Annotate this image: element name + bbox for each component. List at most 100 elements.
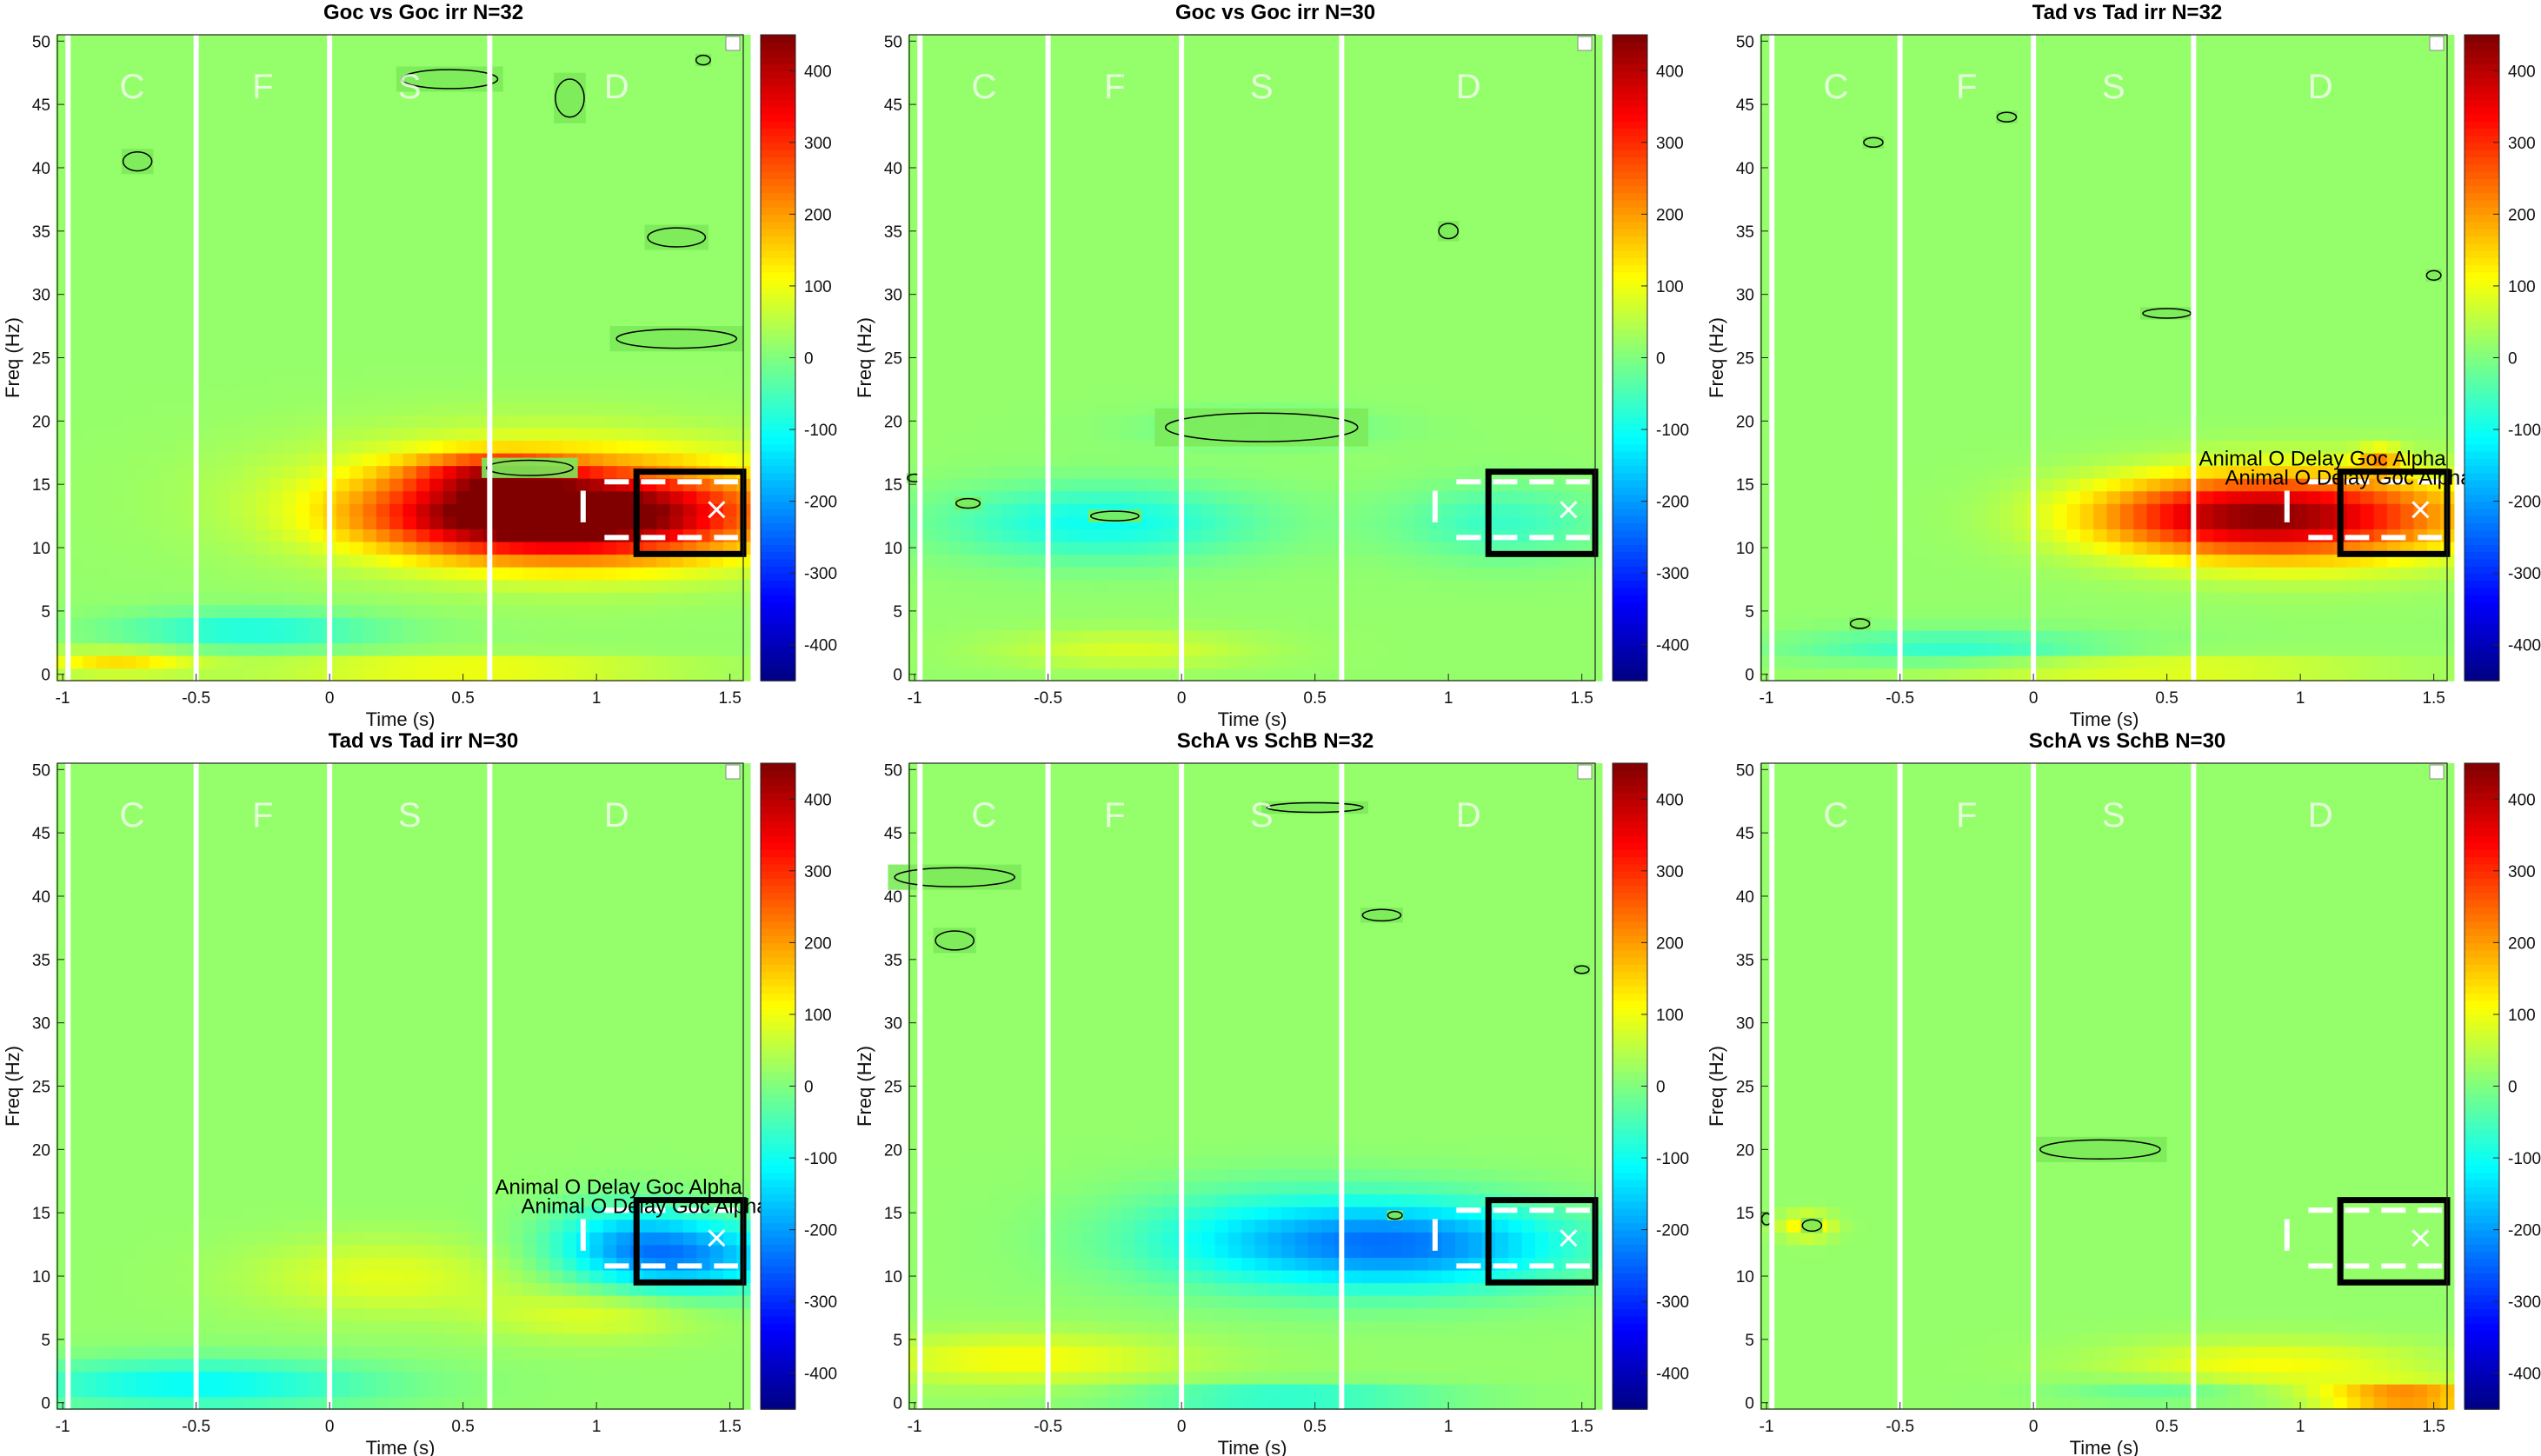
heatmap-cell	[1201, 326, 1216, 340]
heatmap-cell	[1108, 186, 1122, 201]
heatmap-cell	[336, 199, 350, 213]
heatmap-cell	[1468, 604, 1483, 618]
heatmap-cell	[935, 376, 949, 390]
heatmap-cell	[1441, 263, 1456, 276]
heatmap-cell	[974, 554, 989, 568]
heatmap-cell	[722, 97, 738, 112]
heatmap-cell	[1068, 326, 1082, 340]
heatmap-cell	[935, 123, 949, 137]
heatmap-cell	[163, 363, 177, 378]
heatmap-cell	[1254, 452, 1269, 467]
heatmap-cell	[336, 224, 350, 238]
heatmap-cell	[69, 149, 83, 163]
heatmap-cell	[376, 326, 391, 340]
heatmap-cell	[256, 529, 270, 542]
heatmap-cell	[402, 477, 417, 492]
heatmap-cell	[69, 529, 83, 542]
heatmap-cell	[109, 313, 124, 327]
heatmap-cell	[1254, 313, 1269, 327]
heatmap-cell	[402, 642, 417, 656]
heatmap-cell	[496, 288, 511, 302]
heatmap-cell	[1348, 149, 1363, 163]
heatmap-cell	[1307, 629, 1323, 644]
heatmap-cell	[722, 199, 738, 213]
heatmap-cell	[1321, 389, 1336, 403]
heatmap-cell	[176, 554, 190, 568]
heatmap-cell	[1401, 161, 1416, 176]
heatmap-cell	[136, 211, 150, 226]
heatmap-cell	[109, 174, 124, 188]
heatmap-cell	[1321, 668, 1336, 681]
heatmap-cell	[1214, 72, 1229, 87]
heatmap-cell	[1441, 440, 1456, 454]
heatmap-cell	[96, 35, 110, 49]
heatmap-cell	[176, 186, 190, 201]
heatmap-cell	[669, 263, 684, 276]
heatmap-cell	[1108, 541, 1122, 555]
heatmap-cell	[1054, 566, 1069, 581]
heatmap-cell	[576, 629, 591, 644]
heatmap-cell	[269, 566, 284, 581]
heatmap-cell	[1441, 579, 1456, 593]
heatmap-cell	[974, 249, 989, 264]
heatmap-cell	[442, 161, 457, 176]
heatmap-cell	[256, 72, 270, 87]
heatmap-cell	[1468, 554, 1483, 568]
heatmap-cell	[549, 490, 564, 504]
heatmap-cell	[1241, 263, 1256, 276]
heatmap-cell	[1001, 351, 1016, 365]
heatmap-cell	[961, 452, 976, 467]
heatmap-cell	[1441, 35, 1456, 49]
heatmap-cell	[1134, 161, 1149, 176]
heatmap-cell	[1281, 85, 1296, 99]
heatmap-cell	[1068, 668, 1082, 681]
heatmap-cell	[496, 668, 511, 681]
heatmap-cell	[1361, 174, 1376, 188]
heatmap-cell	[935, 263, 949, 276]
colorbar-tick-label: 400	[804, 63, 832, 81]
heatmap-cell	[1294, 300, 1309, 315]
heatmap-cell	[1001, 515, 1016, 529]
heatmap-cell	[1307, 515, 1323, 529]
heatmap-cell	[1094, 47, 1109, 61]
heatmap-cell	[948, 97, 962, 112]
colorbar-segment	[761, 443, 795, 452]
significant-cluster	[554, 72, 586, 123]
heatmap-cell	[296, 477, 310, 492]
heatmap-cell	[1121, 326, 1136, 340]
heatmap-cell	[1187, 477, 1202, 492]
heatmap-cell	[176, 592, 190, 606]
heatmap-cell	[696, 149, 711, 163]
heatmap-cell	[629, 566, 644, 581]
heatmap-cell	[549, 224, 564, 238]
heatmap-cell	[974, 211, 989, 226]
heatmap-cell	[961, 300, 976, 315]
heatmap-cell	[1361, 541, 1376, 555]
heatmap-cell	[1214, 642, 1229, 656]
heatmap-cell	[642, 288, 658, 302]
heatmap-cell	[163, 642, 177, 656]
heatmap-cell	[1321, 503, 1336, 517]
heatmap-cell	[1081, 376, 1096, 390]
heatmap-cell	[109, 110, 124, 124]
heatmap-cell	[1441, 376, 1456, 390]
heatmap-cell	[442, 136, 457, 150]
heatmap-cell	[96, 224, 110, 238]
heatmap-cell	[961, 224, 976, 238]
heatmap-cell	[1121, 224, 1136, 238]
heatmap-cell	[1214, 566, 1229, 581]
heatmap-cell	[642, 263, 658, 276]
heatmap-cell	[921, 554, 935, 568]
heatmap-cell	[709, 224, 724, 238]
heatmap-cell	[1267, 541, 1283, 555]
heatmap-cell	[562, 668, 577, 681]
heatmap-cell	[309, 655, 324, 669]
heatmap-cell	[456, 655, 471, 669]
heatmap-cell	[642, 136, 658, 150]
heatmap-cell	[442, 389, 457, 403]
heatmap-cell	[1068, 363, 1082, 378]
heatmap-cell	[389, 529, 404, 542]
heatmap-cell	[109, 224, 124, 238]
heatmap-cell	[243, 604, 257, 618]
heatmap-cell	[203, 186, 217, 201]
